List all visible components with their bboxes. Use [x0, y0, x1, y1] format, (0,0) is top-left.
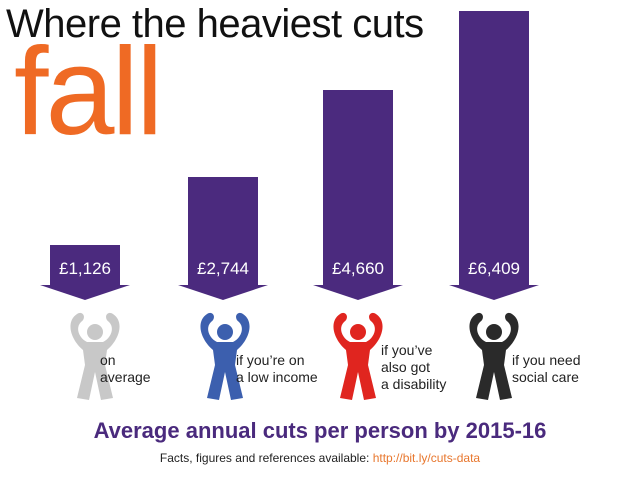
caption-2: if you’re on a low income — [236, 352, 318, 386]
value-label-3: £4,660 — [332, 259, 384, 278]
bar-arrow-3 — [313, 90, 403, 300]
caption-1: on average — [100, 352, 151, 386]
caption-line: social care — [512, 369, 579, 385]
bar-arrow-4 — [449, 11, 539, 300]
title-line-2: fall — [14, 23, 164, 161]
caption-line: a disability — [381, 376, 447, 392]
title-line-1: Where the heaviest cuts — [6, 2, 424, 46]
person-icon-red — [333, 312, 383, 400]
caption-line: if you’ve — [381, 342, 433, 358]
chart-subtitle: Average annual cuts per person by 2015-1… — [93, 418, 547, 443]
caption-line: a low income — [236, 369, 318, 385]
footer-text: Facts, figures and references available: — [159, 451, 373, 465]
bar-arrow-2 — [178, 177, 268, 300]
value-label-2: £2,744 — [197, 259, 249, 278]
caption-line: on — [100, 352, 116, 368]
footer: Facts, figures and references available:… — [0, 451, 640, 465]
value-label-1: £1,126 — [59, 259, 111, 278]
data-link[interactable]: http://bit.ly/cuts-data — [372, 451, 481, 465]
value-label-4: £6,409 — [468, 259, 520, 278]
person-icon-black — [469, 312, 519, 400]
caption-line: if you’re on — [236, 352, 305, 368]
caption-4: if you need social care — [512, 352, 581, 386]
caption-line: also got — [381, 359, 431, 375]
caption-3: if you’ve also got a disability — [381, 342, 446, 393]
caption-line: average — [100, 369, 151, 385]
caption-line: if you need — [512, 352, 581, 368]
person-icon-grey — [70, 312, 120, 400]
bar-arrow-1 — [40, 245, 130, 300]
bar-chart — [40, 11, 539, 400]
person-icon-blue — [200, 312, 250, 400]
